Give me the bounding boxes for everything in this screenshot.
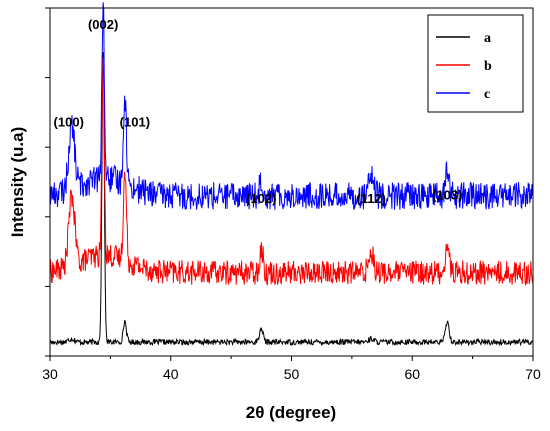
x-axis-title: 2θ (degree) <box>246 403 336 422</box>
series-line-c <box>49 2 534 210</box>
y-axis-title: Intensity (u.a) <box>8 127 27 238</box>
legend-label-b: b <box>484 59 492 74</box>
peak-label: (101) <box>120 114 150 129</box>
x-tick-label: 70 <box>525 366 541 382</box>
peak-label: (102) <box>246 191 276 206</box>
x-axis-ticks: 30 40 50 60 70 <box>42 356 541 382</box>
plot-lines <box>49 2 534 347</box>
peak-label: (100) <box>54 114 84 129</box>
x-tick-label: 50 <box>284 366 300 382</box>
x-tick-label: 40 <box>163 366 179 382</box>
legend-box <box>427 14 524 113</box>
peak-label: (002) <box>88 17 118 32</box>
peak-label: (103) <box>432 187 462 202</box>
peak-labels: (100) (002) (101) (102) (112) (103) <box>54 17 463 206</box>
legend-label-c: c <box>484 87 490 102</box>
peak-label: (112) <box>356 191 386 206</box>
x-tick-label: 30 <box>42 366 58 382</box>
series-line-a <box>49 52 534 347</box>
legend: a b c <box>427 14 524 113</box>
series-line-b <box>49 57 534 287</box>
x-tick-label: 60 <box>404 366 420 382</box>
y-axis-ticks <box>45 7 50 357</box>
legend-label-a: a <box>484 31 491 46</box>
